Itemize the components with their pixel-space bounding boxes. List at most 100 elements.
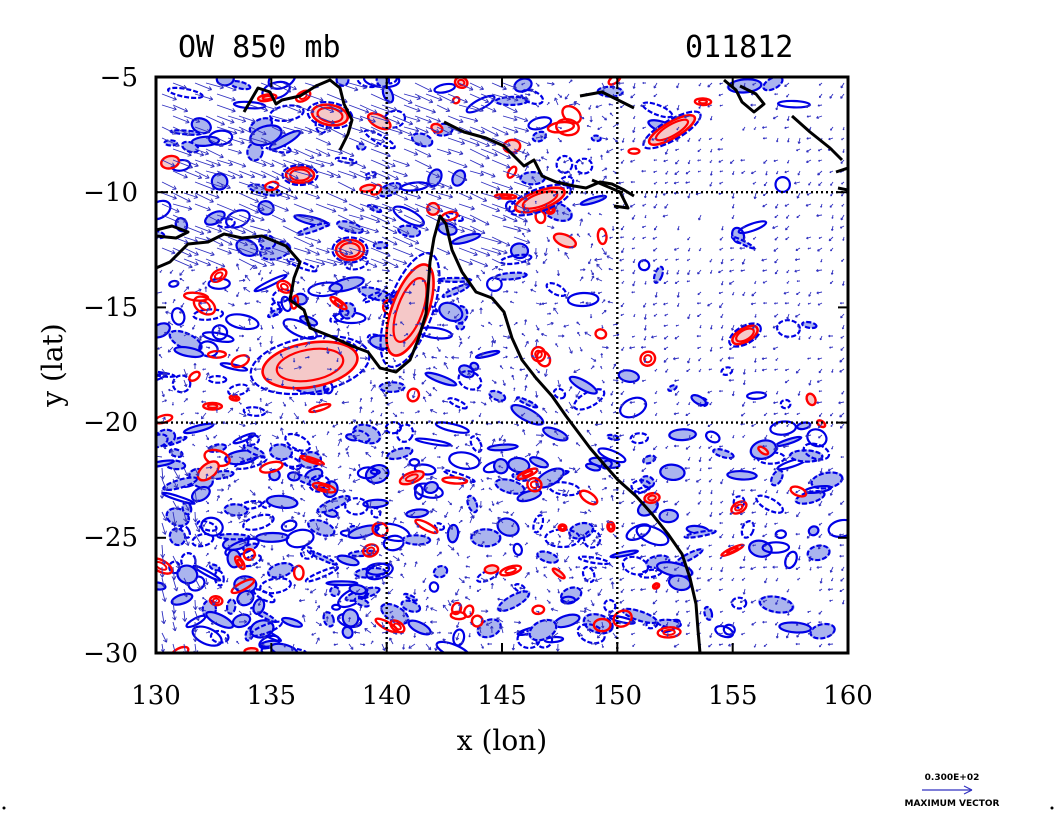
wind-vector xyxy=(161,390,165,398)
negative-vorticity-region xyxy=(584,462,602,472)
wind-vector xyxy=(775,390,779,395)
wind-vector xyxy=(499,625,504,634)
wind-vector xyxy=(576,321,581,326)
wind-vector xyxy=(829,170,834,174)
wind-vector xyxy=(180,302,185,308)
negative-vorticity-region xyxy=(441,283,471,299)
wind-vector xyxy=(653,280,658,283)
wind-vector xyxy=(201,597,207,601)
wind-vector xyxy=(304,159,325,168)
wind-vector xyxy=(265,377,273,381)
wind-vector xyxy=(719,533,724,539)
negative-vorticity-region xyxy=(806,544,831,562)
wind-vector xyxy=(840,313,845,319)
wind-vector xyxy=(193,362,197,369)
wind-vector xyxy=(674,335,680,340)
wind-vector xyxy=(249,137,268,145)
wind-vector xyxy=(235,346,240,352)
wind-vector xyxy=(169,269,174,274)
wind-vector xyxy=(469,533,476,537)
wind-vector xyxy=(652,577,658,580)
wind-vector xyxy=(271,247,291,256)
wind-vector xyxy=(359,192,380,200)
wind-vector xyxy=(568,576,574,579)
wind-vector xyxy=(674,500,680,506)
negative-vorticity-region xyxy=(156,369,176,378)
wind-vector xyxy=(490,291,493,297)
negative-vorticity-region xyxy=(527,116,553,131)
positive-vorticity-region xyxy=(228,394,241,402)
wind-vector xyxy=(326,289,332,293)
wind-vector xyxy=(729,269,735,273)
wind-vector xyxy=(502,225,522,233)
wind-vector xyxy=(816,401,823,405)
wind-vector xyxy=(315,104,335,114)
negative-vorticity-region xyxy=(209,563,221,572)
wind-vector xyxy=(458,519,463,524)
wind-vector xyxy=(674,379,680,383)
wind-vector xyxy=(249,610,252,616)
wind-vector xyxy=(212,279,218,283)
wind-vector xyxy=(458,247,478,257)
wind-vector xyxy=(213,434,218,439)
positive-vorticity-region xyxy=(592,617,612,633)
wind-vector xyxy=(676,269,680,275)
wind-vector xyxy=(364,628,372,634)
wind-vector xyxy=(786,115,790,122)
wind-vector xyxy=(699,467,702,472)
wind-vector xyxy=(752,324,757,329)
wind-vector xyxy=(784,511,790,515)
wind-vector xyxy=(698,445,702,449)
wind-vector xyxy=(289,396,295,403)
wind-vector xyxy=(687,247,691,252)
wind-vector xyxy=(831,214,834,219)
wind-vector xyxy=(676,610,680,616)
wind-vector xyxy=(337,302,340,308)
wind-vector xyxy=(568,467,576,471)
wind-vector xyxy=(841,181,845,185)
vector-legend: 0.300E+02 MAXIMUM VECTOR xyxy=(904,773,999,809)
wind-vector xyxy=(806,533,812,539)
positive-vorticity-region xyxy=(389,619,406,634)
wind-vector xyxy=(806,236,812,240)
negative-vorticity-region xyxy=(712,448,735,460)
wind-vector xyxy=(830,126,834,131)
wind-vector xyxy=(796,511,801,518)
negative-vorticity-region xyxy=(281,616,303,628)
negative-vorticity-region xyxy=(285,528,315,549)
australia-coast xyxy=(156,214,702,653)
wind-vector xyxy=(739,511,746,516)
wind-vector xyxy=(574,467,581,474)
wind-vector xyxy=(595,104,603,109)
wind-vector xyxy=(172,203,193,211)
wind-vector xyxy=(403,290,412,295)
wind-vector xyxy=(267,486,273,491)
negative-vorticity-region xyxy=(173,345,205,359)
wind-vector xyxy=(677,577,680,583)
wind-vector xyxy=(761,258,768,262)
corner-mark xyxy=(2,806,6,810)
wind-vector xyxy=(337,236,353,244)
wind-vector xyxy=(455,632,460,641)
wind-vector xyxy=(765,170,768,176)
wind-vector xyxy=(469,483,475,491)
wind-vector xyxy=(827,588,834,591)
negative-vorticity-region xyxy=(809,622,836,640)
wind-vector xyxy=(729,456,735,460)
wind-vector xyxy=(312,384,317,392)
wind-vector xyxy=(304,192,321,200)
wind-vector xyxy=(491,82,507,91)
negative-vorticity-region xyxy=(253,273,288,293)
wind-vector xyxy=(212,599,218,606)
wind-vector xyxy=(630,159,636,163)
wind-vector xyxy=(292,357,296,363)
wind-vector xyxy=(392,258,408,265)
negative-vorticity-region xyxy=(299,545,315,560)
wind-vector xyxy=(740,467,746,471)
wind-vector xyxy=(425,115,441,123)
wind-vector xyxy=(772,225,779,230)
wind-vector xyxy=(380,607,383,612)
wind-vector xyxy=(632,445,636,452)
wind-vector xyxy=(795,247,801,251)
wind-vector xyxy=(641,467,647,472)
